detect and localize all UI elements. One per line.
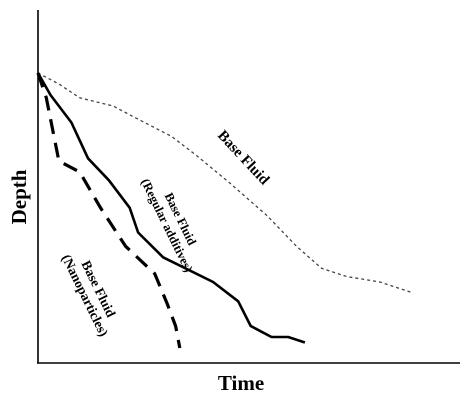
y-axis-title: Depth [7, 169, 31, 224]
series-line-base-fluid-regular-additives [36, 72, 306, 344]
series-line-base-fluid [37, 72, 414, 294]
axes [37, 10, 460, 364]
series-label-base-fluid-regular-additives: Base Fluid(Regular additives) [138, 170, 209, 275]
series-label-base-fluid-nanoparticles: Base Fluid(Nanoparticles) [59, 245, 125, 338]
series-line-base-fluid-nanoparticles [36, 72, 182, 349]
series-label-line: Base Fluid [214, 128, 272, 189]
x-axis-title: Time [218, 371, 264, 395]
series-group [36, 72, 414, 349]
series-label-base-fluid: Base Fluid [214, 128, 272, 189]
